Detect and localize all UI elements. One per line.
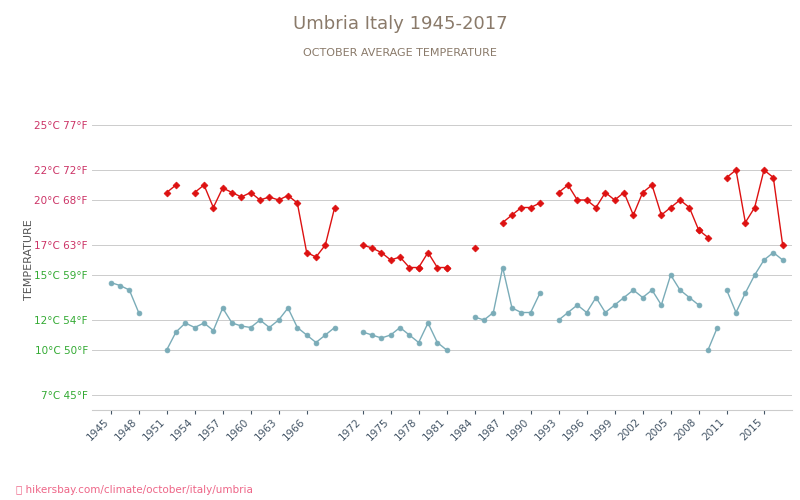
DAY (162, 190, 171, 196)
Text: 📍 hikersbay.com/climate/october/italy/umbria: 📍 hikersbay.com/climate/october/italy/um… (16, 485, 253, 495)
DAY (171, 182, 181, 188)
Line: DAY: DAY (164, 182, 178, 195)
NIGHT (106, 280, 115, 285)
Line: NIGHT: NIGHT (108, 280, 141, 315)
NIGHT (125, 287, 134, 293)
Y-axis label: TEMPERATURE: TEMPERATURE (24, 220, 34, 300)
NIGHT (134, 310, 143, 316)
NIGHT (115, 282, 125, 288)
Text: OCTOBER AVERAGE TEMPERATURE: OCTOBER AVERAGE TEMPERATURE (303, 48, 497, 58)
Text: Umbria Italy 1945-2017: Umbria Italy 1945-2017 (293, 15, 507, 33)
